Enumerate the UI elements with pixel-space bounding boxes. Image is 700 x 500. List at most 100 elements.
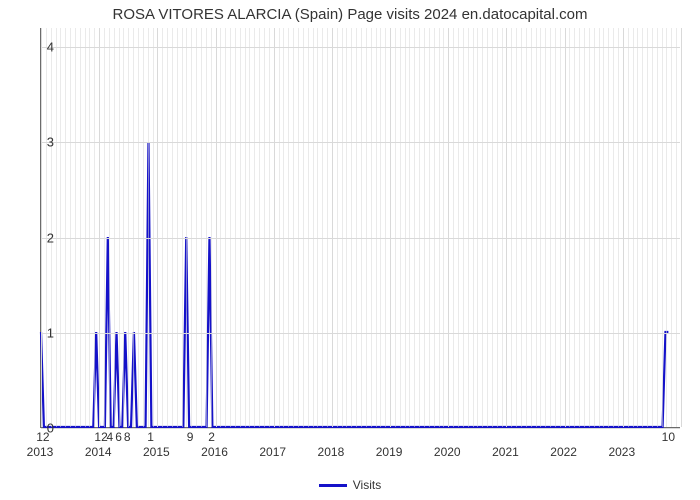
gridline-v-major xyxy=(506,28,507,427)
gridline-v-minor xyxy=(211,28,212,427)
gridline-v-major xyxy=(448,28,449,427)
gridline-v-minor xyxy=(269,28,270,427)
gridline-v-minor xyxy=(119,28,120,427)
gridline-v-minor xyxy=(162,28,163,427)
gridline-v-minor xyxy=(143,28,144,427)
gridline-v-minor xyxy=(114,28,115,427)
gridline-v-minor xyxy=(60,28,61,427)
gridline-v-minor xyxy=(540,28,541,427)
gridline-v-minor xyxy=(521,28,522,427)
gridline-v-minor xyxy=(186,28,187,427)
gridline-v-minor xyxy=(337,28,338,427)
gridline-v-minor xyxy=(85,28,86,427)
x-tick-secondary: 4 xyxy=(106,430,113,444)
x-tick-year: 2020 xyxy=(434,445,461,459)
x-tick-secondary: 10 xyxy=(662,430,675,444)
gridline-v-minor xyxy=(191,28,192,427)
gridline-v-minor xyxy=(599,28,600,427)
gridline-v-minor xyxy=(453,28,454,427)
gridline-v-minor xyxy=(603,28,604,427)
gridline-v-minor xyxy=(414,28,415,427)
gridline-v-minor xyxy=(308,28,309,427)
gridline-v-minor xyxy=(376,28,377,427)
gridline-v-major xyxy=(565,28,566,427)
gridline-v-minor xyxy=(245,28,246,427)
gridline-v-minor xyxy=(652,28,653,427)
gridline-v-minor xyxy=(574,28,575,427)
gridline-v-minor xyxy=(482,28,483,427)
gridline-v-minor xyxy=(380,28,381,427)
gridline-v-minor xyxy=(371,28,372,427)
legend-label: Visits xyxy=(353,478,381,492)
x-tick-year: 2013 xyxy=(27,445,54,459)
gridline-v-minor xyxy=(240,28,241,427)
gridline-h xyxy=(41,428,680,429)
gridline-v-major xyxy=(216,28,217,427)
gridline-v-minor xyxy=(70,28,71,427)
gridline-v-minor xyxy=(298,28,299,427)
y-tick-label: 2 xyxy=(24,230,54,245)
gridline-v-minor xyxy=(254,28,255,427)
x-tick-secondary: 12 xyxy=(36,430,49,444)
gridline-v-major xyxy=(332,28,333,427)
gridline-v-minor xyxy=(589,28,590,427)
chart-container: ROSA VITORES ALARCIA (Spain) Page visits… xyxy=(0,0,700,500)
x-tick-year: 2014 xyxy=(85,445,112,459)
gridline-v-minor xyxy=(317,28,318,427)
gridline-v-minor xyxy=(662,28,663,427)
gridline-v-minor xyxy=(366,28,367,427)
gridline-v-minor xyxy=(46,28,47,427)
gridline-v-minor xyxy=(279,28,280,427)
x-tick-secondary: 1 xyxy=(147,430,154,444)
gridline-v-minor xyxy=(225,28,226,427)
gridline-v-minor xyxy=(473,28,474,427)
gridline-v-minor xyxy=(618,28,619,427)
gridline-v-minor xyxy=(395,28,396,427)
gridline-v-minor xyxy=(434,28,435,427)
y-tick-label: 4 xyxy=(24,40,54,55)
gridline-v-minor xyxy=(138,28,139,427)
gridline-v-minor xyxy=(322,28,323,427)
gridline-v-minor xyxy=(220,28,221,427)
gridline-v-minor xyxy=(477,28,478,427)
x-tick-secondary: 2 xyxy=(208,430,215,444)
gridline-v-minor xyxy=(613,28,614,427)
gridline-v-minor xyxy=(409,28,410,427)
gridline-v-minor xyxy=(671,28,672,427)
gridline-v-minor xyxy=(356,28,357,427)
gridline-v-minor xyxy=(400,28,401,427)
gridline-v-minor xyxy=(633,28,634,427)
gridline-v-minor xyxy=(550,28,551,427)
gridline-v-minor xyxy=(303,28,304,427)
y-tick-label: 3 xyxy=(24,135,54,150)
x-tick-secondary: 6 xyxy=(115,430,122,444)
gridline-v-minor xyxy=(235,28,236,427)
gridline-v-minor xyxy=(133,28,134,427)
gridline-v-minor xyxy=(419,28,420,427)
gridline-v-minor xyxy=(526,28,527,427)
gridline-v-minor xyxy=(153,28,154,427)
gridline-v-minor xyxy=(346,28,347,427)
gridline-v-minor xyxy=(560,28,561,427)
gridline-v-minor xyxy=(109,28,110,427)
gridline-v-minor xyxy=(123,28,124,427)
gridline-v-minor xyxy=(172,28,173,427)
gridline-v-minor xyxy=(666,28,667,427)
gridline-v-minor xyxy=(259,28,260,427)
gridline-v-major xyxy=(390,28,391,427)
x-tick-year: 2015 xyxy=(143,445,170,459)
x-tick-year: 2019 xyxy=(376,445,403,459)
gridline-v-minor xyxy=(385,28,386,427)
gridline-v-minor xyxy=(148,28,149,427)
gridline-v-minor xyxy=(65,28,66,427)
y-tick-label: 1 xyxy=(24,325,54,340)
gridline-v-minor xyxy=(443,28,444,427)
gridline-v-minor xyxy=(487,28,488,427)
gridline-v-minor xyxy=(511,28,512,427)
legend: Visits xyxy=(0,477,700,492)
gridline-v-minor xyxy=(177,28,178,427)
gridline-v-minor xyxy=(206,28,207,427)
gridline-v-minor xyxy=(657,28,658,427)
gridline-v-minor xyxy=(424,28,425,427)
gridline-v-minor xyxy=(283,28,284,427)
